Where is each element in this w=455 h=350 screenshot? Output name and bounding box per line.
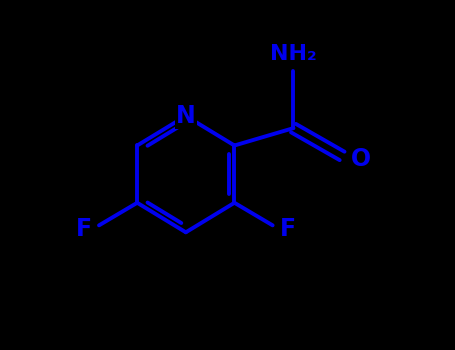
Text: NH₂: NH₂ [270,44,317,64]
Text: F: F [76,217,92,241]
Text: F: F [279,217,296,241]
Text: O: O [351,147,371,172]
Text: N: N [176,104,196,128]
